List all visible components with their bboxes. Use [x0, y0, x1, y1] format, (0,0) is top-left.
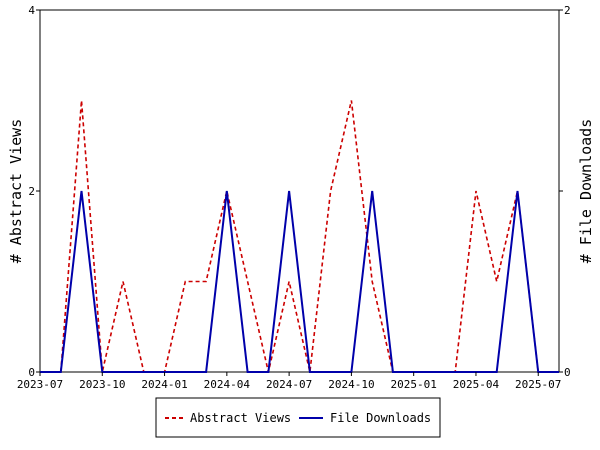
x-tick-label-2: 2024-01 [141, 378, 187, 391]
x-tick-label-4: 2024-07 [266, 378, 312, 391]
y-right-tick-label-2: 2 [564, 4, 571, 17]
x-tick-label-1: 2023-10 [79, 378, 125, 391]
plot-area [39, 9, 560, 373]
x-tick-label-0: 2023-07 [17, 378, 63, 391]
y-left-tick-label-0: 0 [28, 366, 35, 379]
x-tick-label-8: 2025-07 [515, 378, 561, 391]
y-axis-left-title: # Abstract Views [7, 119, 25, 264]
x-tick-label-7: 2025-04 [453, 378, 500, 391]
legend-label-file-downloads: File Downloads [330, 411, 431, 425]
y-right-tick-label-0: 0 [564, 366, 571, 379]
y-left-tick-label-2: 4 [28, 4, 35, 17]
x-tick-label-5: 2024-10 [328, 378, 374, 391]
series-layer [40, 100, 559, 373]
y-left-tick-label-1: 2 [28, 185, 35, 198]
series-line-file-downloads [40, 190, 559, 373]
x-tick-label-3: 2024-04 [204, 378, 251, 391]
y-axis-right-title: # File Downloads [577, 119, 595, 264]
series-line-abstract-views [40, 100, 559, 373]
x-tick-label-6: 2025-01 [391, 378, 437, 391]
legend: Abstract Views File Downloads [155, 397, 441, 438]
ticks-layer: 2023-07 2023-10 2024-01 2024-04 2024-07 2024-… [17, 4, 571, 391]
legend-box [155, 397, 441, 438]
legend-label-abstract-views: Abstract Views [190, 411, 291, 425]
